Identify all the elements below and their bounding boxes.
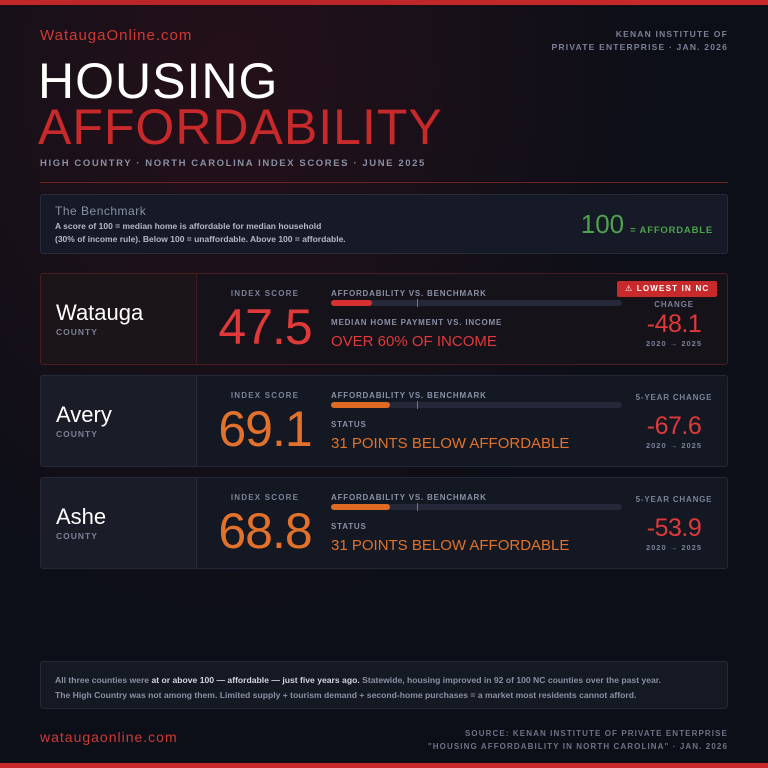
- page-title-line2: AFFORDABILITY: [38, 99, 443, 155]
- source-header-line2: PRIVATE ENTERPRISE · JAN. 2026: [551, 42, 728, 52]
- status-label: MEDIAN HOME PAYMENT VS. INCOME: [331, 318, 503, 327]
- source-header: KENAN INSTITUTE OF PRIVATE ENTERPRISE · …: [552, 28, 728, 54]
- affordability-bar-label: AFFORDABILITY VS. BENCHMARK: [331, 493, 487, 502]
- benchmark-desc-line1: A score of 100 = median home is affordab…: [55, 221, 322, 231]
- change-years: 2020 → 2025: [645, 543, 703, 552]
- benchmark-marker: [416, 503, 418, 511]
- page-title-line1: HOUSING: [38, 53, 279, 109]
- status-text: OVER 60% OF INCOME: [331, 333, 497, 350]
- county-name: Avery: [56, 402, 112, 427]
- benchmark-value: 100: [580, 209, 625, 239]
- affordability-bar: [331, 503, 622, 511]
- status-label: STATUS: [331, 522, 367, 531]
- county-label: COUNTY: [56, 531, 98, 541]
- source-footer-line1: SOURCE: KENAN INSTITUTE OF PRIVATE ENTER…: [465, 729, 728, 738]
- benchmark-panel: The Benchmark A score of 100 = median ho…: [40, 194, 728, 254]
- affordability-bar: [331, 299, 622, 307]
- county-label: COUNTY: [56, 327, 98, 337]
- source-footer: SOURCE: KENAN INSTITUTE OF PRIVATE ENTER…: [428, 727, 728, 753]
- benchmark-description: A score of 100 = median home is affordab…: [55, 220, 346, 246]
- benchmark-desc-line2: (30% of income rule). Below 100 = unaffo…: [55, 234, 346, 244]
- footnote-line1: All three counties were at or above 100 …: [55, 673, 713, 688]
- bottom-accent-bar: [0, 763, 768, 768]
- lowest-in-nc-badge: ⚠ LOWEST IN NC: [617, 281, 718, 297]
- affordability-bar-fill: [331, 504, 390, 510]
- index-score-value: 68.8: [218, 503, 312, 559]
- page-subtitle: HIGH COUNTRY · NORTH CAROLINA INDEX SCOR…: [40, 158, 426, 169]
- benchmark-title: The Benchmark: [55, 204, 147, 218]
- county-card-ashe: Ashe COUNTY INDEX SCORE 68.8 AFFORDABILI…: [40, 477, 728, 569]
- index-score-label: INDEX SCORE: [230, 289, 300, 298]
- footnote-panel: All three counties were at or above 100 …: [40, 661, 728, 709]
- county-name-panel: Ashe COUNTY: [41, 478, 197, 568]
- county-label: COUNTY: [56, 429, 98, 439]
- source-footer-line2: "HOUSING AFFORDABILITY IN NORTH CAROLINA…: [427, 742, 728, 751]
- affordability-bar: [331, 401, 622, 409]
- change-years: 2020 → 2025: [645, 441, 703, 450]
- county-name-panel: Avery COUNTY: [41, 376, 197, 466]
- status-text: 31 POINTS BELOW AFFORDABLE: [331, 435, 570, 452]
- top-accent-bar: [0, 0, 768, 5]
- change-label: 5-YEAR CHANGE: [635, 495, 713, 504]
- county-card-avery: Avery COUNTY INDEX SCORE 69.1 AFFORDABIL…: [40, 375, 728, 467]
- county-name: Ashe: [56, 504, 107, 529]
- affordability-bar-label: AFFORDABILITY VS. BENCHMARK: [331, 289, 487, 298]
- footnote-part3: Statewide, housing improved in 92 of 100…: [359, 675, 662, 685]
- footnote-part1: All three counties were: [55, 675, 152, 685]
- change-value: -67.6: [646, 412, 702, 440]
- footnote-line2: The High Country was not among them. Lim…: [55, 690, 637, 700]
- site-name-bottom[interactable]: wataugaonline.com: [40, 729, 178, 745]
- index-score-label: INDEX SCORE: [230, 493, 300, 502]
- benchmark-marker: [416, 401, 418, 409]
- title-divider: [40, 182, 728, 183]
- change-years: 2020 → 2025: [645, 339, 703, 348]
- status-label: STATUS: [331, 420, 367, 429]
- index-score-label: INDEX SCORE: [230, 391, 300, 400]
- benchmark-marker: [416, 299, 418, 307]
- change-label: CHANGE: [654, 300, 694, 309]
- benchmark-value-label: = AFFORDABLE: [630, 225, 713, 236]
- index-score-value: 69.1: [218, 401, 312, 457]
- affordability-bar-fill: [331, 300, 372, 306]
- affordability-bar-fill: [331, 402, 391, 408]
- county-card-watauga: Watauga COUNTY INDEX SCORE 47.5 AFFORDAB…: [40, 273, 728, 365]
- source-header-line1: KENAN INSTITUTE OF: [615, 29, 728, 39]
- county-name-panel: Watauga COUNTY: [41, 274, 197, 364]
- index-score-value: 47.5: [218, 299, 312, 355]
- change-value: -48.1: [646, 310, 702, 338]
- footnote-emphasis: at or above 100 — affordable — just five…: [151, 675, 360, 685]
- site-name-top[interactable]: WataugaOnline.com: [40, 27, 193, 44]
- affordability-bar-label: AFFORDABILITY VS. BENCHMARK: [331, 391, 487, 400]
- benchmark-value-group: 100 = AFFORDABLE: [581, 209, 713, 240]
- change-label: 5-YEAR CHANGE: [635, 393, 713, 402]
- county-name: Watauga: [56, 300, 144, 325]
- change-value: -53.9: [646, 514, 702, 542]
- status-text: 31 POINTS BELOW AFFORDABLE: [331, 537, 570, 554]
